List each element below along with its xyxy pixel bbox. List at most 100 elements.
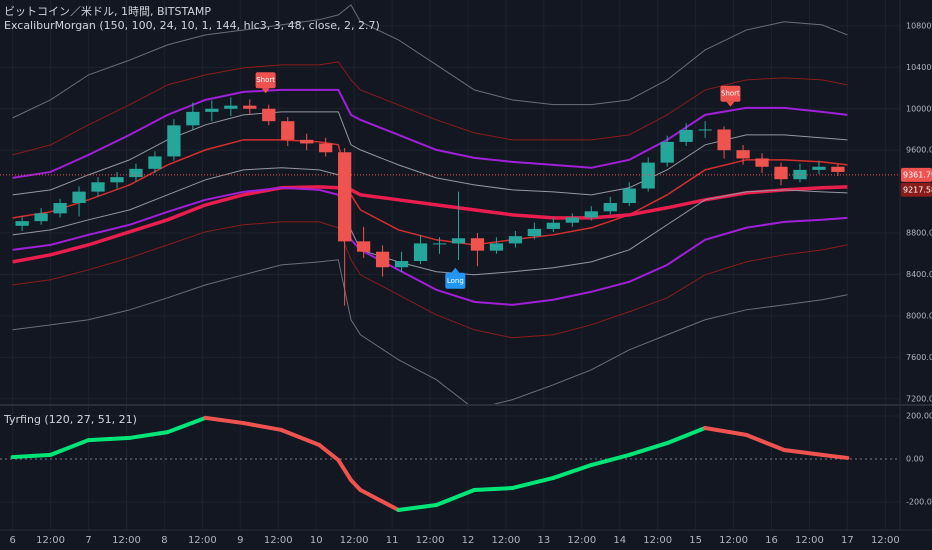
candle-body — [243, 105, 257, 109]
candle-body — [698, 129, 712, 131]
candle-body — [15, 221, 29, 226]
x-tick-label: 9 — [237, 535, 243, 546]
candle-body — [53, 203, 67, 214]
candle-body — [622, 188, 636, 204]
oscillator-segment — [820, 452, 850, 460]
oscillator-segment — [317, 443, 341, 463]
candle-body — [508, 236, 523, 244]
band-line — [12, 4, 848, 119]
candle-body — [470, 238, 485, 251]
y-tick-label: 8800.00 — [906, 229, 932, 238]
candle-body — [148, 156, 162, 169]
candle-body — [831, 166, 845, 172]
oscillator-plot — [10, 415, 850, 512]
signal-box — [255, 72, 276, 89]
candle-body — [91, 182, 105, 192]
x-tick-label: 10 — [310, 535, 323, 546]
chart-title: ビットコイン／米ドル, 1時間, BITSTAMP — [4, 5, 211, 18]
x-tick-label: 13 — [537, 535, 550, 546]
oscillator-segment — [279, 427, 322, 448]
candle-body — [319, 143, 333, 153]
x-tick-label: 12 — [462, 535, 475, 546]
x-tick-label: 16 — [765, 535, 778, 546]
x-tick-label: 7 — [85, 535, 91, 546]
band-line — [12, 221, 848, 339]
y-tick-label: 10000.00 — [906, 104, 932, 113]
candle-body — [224, 105, 238, 109]
oscillator-segment — [627, 441, 670, 457]
candle-body — [356, 241, 371, 252]
y-tick-label: 8400.00 — [906, 270, 932, 279]
candle-body — [755, 158, 769, 167]
y-tick-label: 7600.00 — [906, 353, 932, 362]
x-tick-label: 17 — [841, 535, 854, 546]
x-tick-label: 12:00 — [719, 535, 748, 546]
x-tick-label: 11 — [386, 535, 399, 546]
oscillator-title: Tyrfing (120, 27, 51, 21) — [3, 413, 137, 426]
oscillator-segment — [348, 478, 363, 492]
price-label-box — [901, 167, 932, 182]
x-tick-label: 12:00 — [416, 535, 445, 546]
candle-body — [546, 222, 560, 229]
candle-body — [186, 111, 200, 126]
signal-box — [720, 85, 741, 102]
y-tick-label: 9600.00 — [906, 146, 932, 155]
candle-body — [717, 129, 731, 151]
candle-body — [375, 251, 390, 268]
candle-body — [641, 162, 655, 189]
candle-body — [432, 243, 447, 245]
oscillator-segment — [86, 435, 132, 443]
oscillator-segment — [472, 486, 515, 492]
x-tick-label: 12:00 — [36, 535, 65, 546]
candle-body — [281, 121, 295, 140]
candle-body — [451, 238, 466, 244]
signal-label: Short — [256, 76, 275, 84]
band-line — [12, 139, 848, 246]
candle-body — [262, 108, 276, 122]
oscillator-segment — [551, 463, 594, 480]
candle-body — [413, 243, 428, 262]
x-tick-label: 12:00 — [112, 535, 141, 546]
band-line — [12, 88, 848, 179]
oscillator-segment — [703, 426, 749, 437]
oscillator-segment — [665, 426, 708, 446]
y-tick-label: 10400.00 — [906, 63, 932, 72]
main-plot — [0, 4, 900, 404]
oscillator-segment — [48, 438, 91, 457]
candle-body — [394, 261, 409, 268]
oscillator-segment — [782, 447, 825, 457]
x-tick-label: 15 — [689, 535, 702, 546]
candle-body — [110, 177, 124, 183]
candle-body — [129, 168, 143, 178]
band-line — [12, 186, 848, 306]
candle-body — [34, 213, 48, 222]
x-tick-label: 12:00 — [340, 535, 369, 546]
x-tick-label: 12:00 — [188, 535, 217, 546]
candle-body — [565, 217, 579, 223]
oscillator-segment — [434, 487, 477, 508]
indicator-title: ExcaliburMorgan (150, 100, 24, 10, 1, 14… — [4, 19, 380, 32]
x-tick-label: 6 — [9, 535, 15, 546]
signal-box — [445, 272, 466, 289]
oscillator-segment — [165, 415, 208, 435]
oscillator-segment — [127, 430, 170, 440]
y-tick-label: 200.00 — [906, 411, 932, 420]
oscillator-segment — [744, 432, 787, 452]
candle-body — [527, 228, 542, 237]
oscillator-segment — [358, 487, 401, 512]
axes: 6 12:00 7 12:00 8 12:00 9 12:00 10 12:00 11 12:00 12… — [9, 21, 932, 546]
candle-body — [167, 125, 181, 157]
x-tick-label: 12:00 — [492, 535, 521, 546]
y-tick-label: 10800.00 — [906, 21, 932, 30]
band-line — [12, 61, 848, 156]
oscillator-segment — [510, 475, 556, 491]
y-tick-label: 0.00 — [906, 455, 924, 464]
oscillator-segment — [203, 415, 246, 426]
x-tick-label: 12:00 — [643, 535, 672, 546]
grid — [0, 0, 900, 530]
x-tick-label: 14 — [613, 535, 626, 546]
signal-label: Short — [721, 90, 740, 98]
